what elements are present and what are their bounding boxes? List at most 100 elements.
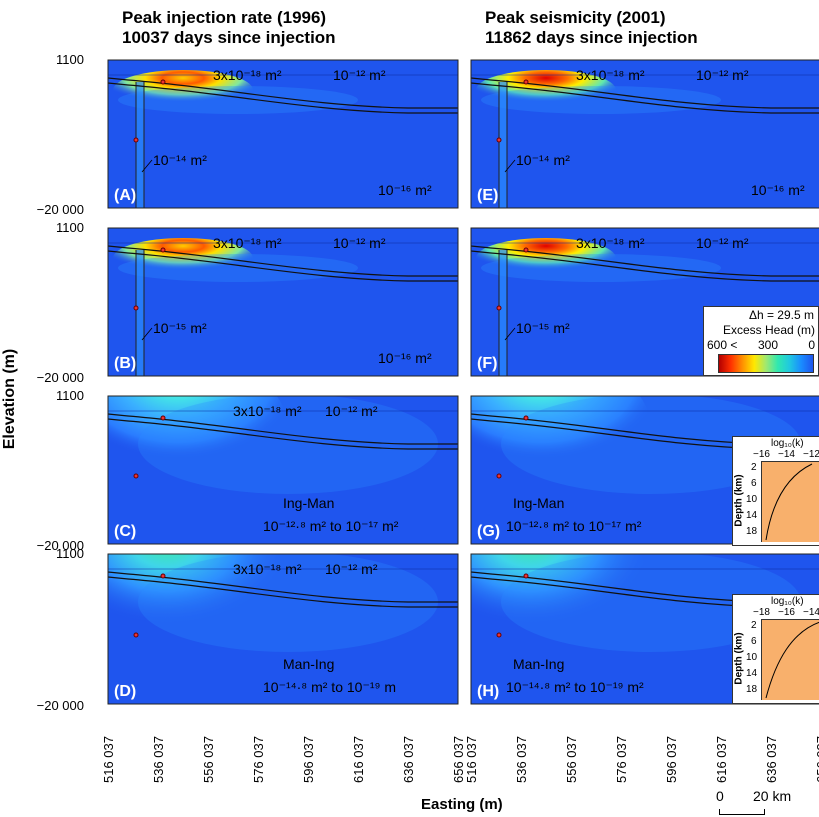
panel-label-a: (A) (114, 187, 136, 204)
fault-permeability-label: 10⁻¹⁵ m² (153, 320, 207, 336)
caprock-permeability-label: 3x10⁻¹⁸ m² (213, 67, 282, 83)
well-marker (160, 247, 166, 253)
caprock-boundary (471, 82, 819, 114)
permeability-depth-inset-h: log₁₀(k) −18 −16 −14 Depth (km) 2 6 10 1… (732, 594, 819, 704)
pressure-halo (501, 396, 801, 494)
panel-a: 3x10⁻¹⁸ m² 10⁻¹² m² 10⁻¹⁴ m² 10⁻¹⁶ m² (A) (107, 59, 459, 209)
permeability-depth-inset-g: log₁₀(k) −16 −14 −12 Depth (km) 2 6 10 1… (732, 436, 819, 546)
top-layer-boundary (108, 413, 458, 445)
left-title-line1: Peak injection rate (1996) (122, 8, 327, 27)
inset-ylabel: Depth (km) (733, 474, 745, 527)
right-column-title: Peak seismicity (2001) 11862 days since … (485, 8, 698, 48)
scale-zero: 0 (716, 788, 724, 804)
left-title-line2: 10037 days since injection (122, 28, 336, 47)
basement-permeability-label: 10⁻¹⁶ m² (378, 182, 432, 198)
well-marker (133, 305, 139, 311)
inset-ytick: 2 (751, 620, 757, 631)
well-marker (496, 632, 502, 638)
y-tick-bottom: −20 000 (36, 698, 84, 713)
pressure-halo (501, 554, 801, 652)
leader-line (141, 327, 153, 341)
scale-line (719, 809, 765, 815)
well-marker (523, 573, 529, 579)
y-tick-bottom: −20 000 (36, 202, 84, 217)
excess-head-legend: Δh = 29.5 m Excess Head (m) 600 < 300 0 (703, 306, 819, 376)
top-layer-boundary (471, 77, 819, 109)
panel-frame (107, 553, 459, 705)
panel-label-e: (E) (477, 187, 498, 204)
caprock-boundary (108, 576, 458, 608)
well-marker (496, 305, 502, 311)
fault-zone (499, 82, 507, 208)
y-tick-top: 1100 (56, 220, 84, 235)
y-tick-top: 1100 (56, 546, 84, 561)
legend-tick-0: 0 (808, 338, 815, 352)
inset-ytick: 2 (751, 462, 757, 473)
panel-d: 3x10⁻¹⁸ m² 10⁻¹² m² Man-Ing 10⁻¹⁴·⁸ m² to 1… (107, 553, 459, 705)
right-title-line1: Peak seismicity (2001) (485, 8, 666, 27)
leader-line (504, 327, 516, 341)
inset-plot (761, 461, 819, 542)
legend-title: Excess Head (m) (722, 323, 815, 337)
permeability-range-label: 10⁻¹²·⁸ m² to 10⁻¹⁷ m² (263, 518, 399, 534)
aquifer-permeability-label: 10⁻¹² m² (325, 561, 378, 577)
well-marker (496, 473, 502, 479)
inset-ytick: 10 (746, 652, 758, 663)
aquifer-permeability-label: 10⁻¹² m² (325, 403, 378, 419)
left-column-title: Peak injection rate (1996) 10037 days si… (122, 8, 336, 48)
panel-frame (107, 395, 459, 545)
top-layer-boundary (108, 245, 458, 277)
inset-ytick: 18 (746, 526, 758, 537)
panel-label-f: (F) (477, 355, 497, 372)
panel-frame (470, 59, 819, 209)
inset-xtick: −18 (753, 607, 770, 618)
fault-zone (136, 82, 144, 208)
panel-label-b: (B) (114, 355, 136, 372)
legend-tick-600: 600 < (707, 338, 738, 352)
fault-zone (499, 250, 507, 376)
caprock-permeability-label: 3x10⁻¹⁸ m² (576, 67, 645, 83)
pressure-halo (481, 86, 721, 114)
scale-bar: 0 20 km (713, 788, 803, 816)
top-layer-boundary (108, 77, 458, 109)
panel-frame (470, 227, 819, 377)
permeability-model-label: Ing-Man (513, 495, 564, 511)
aquifer-permeability-label: 10⁻¹² m² (333, 235, 386, 251)
caprock-boundary (108, 82, 458, 114)
permeability-range-label: 10⁻¹⁴·⁸ m² to 10⁻¹⁹ m (263, 679, 396, 695)
pressure-halo (481, 254, 721, 282)
well-marker (523, 247, 529, 253)
y-tick-top: 1100 (56, 52, 84, 67)
inset-ytick: 14 (746, 668, 758, 679)
y-tick-top: 1100 (56, 388, 84, 403)
inset-ytick: 6 (751, 478, 757, 489)
caprock-boundary (471, 250, 819, 282)
inset-xtick: −14 (778, 449, 795, 460)
inset-ylabel: Depth (km) (733, 632, 745, 685)
well-marker (133, 632, 139, 638)
panel-label-h: (H) (477, 683, 499, 700)
fault-permeability-label: 10⁻¹⁵ m² (516, 320, 570, 336)
inset-curve (765, 621, 819, 699)
pressure-halo (138, 554, 438, 652)
panel-frame (107, 59, 459, 209)
well-marker (160, 79, 166, 85)
caprock-boundary (108, 418, 458, 450)
inset-xtick: −12 (803, 449, 819, 460)
well-marker (496, 137, 502, 143)
x-axis-label: Easting (m) (421, 796, 503, 813)
well-marker (133, 473, 139, 479)
right-title-line2: 11862 days since injection (485, 28, 698, 47)
caprock-boundary (108, 250, 458, 282)
inset-title: log₁₀(k) (771, 596, 804, 607)
well-marker (133, 137, 139, 143)
pressure-halo (118, 254, 358, 282)
legend-colorbar (718, 354, 814, 373)
inset-ytick: 10 (746, 494, 758, 505)
inset-ytick: 18 (746, 684, 758, 695)
scale-label: 20 km (753, 788, 792, 804)
legend-tick-300: 300 (758, 338, 779, 352)
aquifer-permeability-label: 10⁻¹² m² (333, 67, 386, 83)
